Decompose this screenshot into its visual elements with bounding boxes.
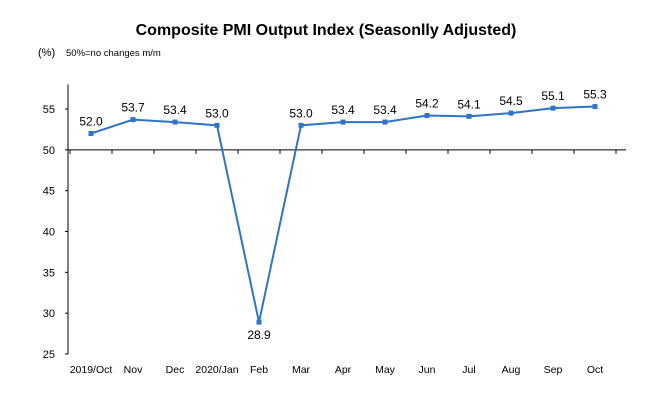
x-tick-label: Feb	[250, 364, 268, 376]
data-point	[172, 119, 178, 125]
series-composite-pmi	[88, 104, 598, 325]
data-point	[550, 105, 556, 111]
data-point	[256, 319, 262, 325]
x-tick-label: Mar	[292, 364, 311, 376]
data-label: 52.0	[79, 115, 103, 129]
data-label: 53.0	[205, 106, 229, 120]
data-point	[508, 110, 514, 116]
y-tick-label: 55	[43, 104, 55, 116]
y-tick-label: 45	[43, 186, 55, 198]
data-label: 53.0	[289, 106, 313, 120]
data-label: 53.4	[163, 103, 187, 117]
axes	[67, 84, 626, 354]
x-tick-label: Aug	[502, 364, 521, 376]
x-tick-label: 2020/Jan	[195, 364, 238, 376]
data-point	[466, 113, 472, 119]
chart-title: Composite PMI Output Index (Seasonlly Ad…	[136, 22, 517, 39]
series-line	[90, 105, 596, 323]
x-tick-label: May	[375, 364, 396, 376]
data-label: 53.4	[373, 103, 397, 117]
x-tick-label: Apr	[335, 364, 352, 376]
data-point	[88, 131, 94, 136]
data-point	[214, 122, 220, 128]
y-tick-label: 50	[43, 145, 55, 157]
data-label: 54.2	[415, 97, 439, 111]
x-tick-label: Sep	[544, 364, 563, 376]
data-labels: 52.0 53.7 53.4 53.0 28.9 53.0 53.4 53.4 54.2 54.1…	[79, 88, 607, 343]
y-tick-label: 40	[43, 227, 55, 239]
data-label: 54.1	[457, 97, 481, 111]
y-tick-label: 25	[43, 349, 55, 361]
baseline-note: 50%=no changes m/m	[66, 48, 161, 59]
x-tick-label: Dec	[166, 364, 185, 376]
data-point	[592, 104, 598, 110]
y-axis-ticks: 25 30 35 40 45 50 55	[43, 104, 68, 361]
x-tick-label: 2019/Oct	[70, 364, 113, 376]
data-label: 53.7	[121, 101, 145, 115]
data-label: 28.9	[247, 328, 271, 342]
x-tick-label: Jul	[462, 364, 475, 376]
y-tick-label: 35	[43, 267, 55, 279]
x-tick-label: Nov	[124, 364, 143, 376]
y-unit-label: (%)	[38, 47, 55, 59]
data-point	[130, 117, 136, 123]
x-tick-label: Oct	[587, 364, 603, 376]
data-label: 53.4	[331, 103, 355, 117]
x-axis-ticks: 2019/Oct Nov Dec 2020/Jan Feb Mar Apr May Jun Jul…	[69, 149, 617, 376]
x-tick-label: Jun	[419, 364, 436, 376]
y-tick-label: 30	[43, 308, 55, 320]
data-point	[298, 122, 304, 128]
data-label: 55.1	[541, 89, 565, 103]
data-point	[424, 113, 430, 119]
data-point	[340, 119, 346, 125]
data-label: 55.3	[583, 88, 607, 102]
data-point	[382, 119, 388, 125]
data-label: 54.5	[499, 94, 523, 108]
